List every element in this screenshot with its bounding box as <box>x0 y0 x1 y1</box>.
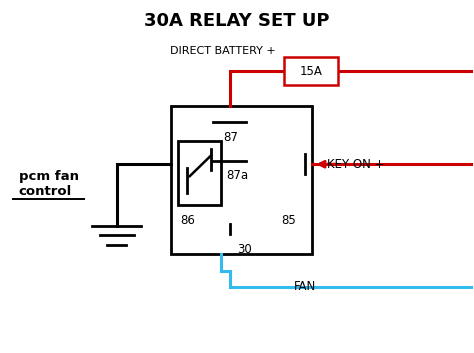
Text: pcm fan
control: pcm fan control <box>18 169 79 198</box>
Text: 87a: 87a <box>226 169 248 183</box>
Text: 87: 87 <box>223 131 238 144</box>
Text: 30: 30 <box>237 243 252 256</box>
Text: 85: 85 <box>281 214 296 227</box>
Text: 30A RELAY SET UP: 30A RELAY SET UP <box>144 12 330 30</box>
Bar <box>284 58 338 85</box>
Text: FAN: FAN <box>293 280 316 293</box>
Bar <box>171 107 312 253</box>
Text: 86: 86 <box>181 214 195 227</box>
Bar <box>178 142 220 204</box>
Text: DIRECT BATTERY +: DIRECT BATTERY + <box>170 46 276 56</box>
Text: KEY ON +: KEY ON + <box>327 158 384 171</box>
Text: 15A: 15A <box>300 65 323 78</box>
